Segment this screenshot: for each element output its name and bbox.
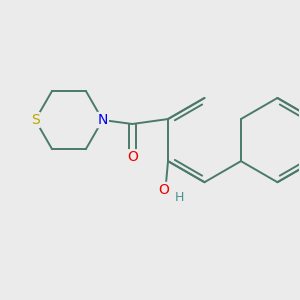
Text: H: H	[175, 191, 184, 204]
Text: N: N	[98, 113, 108, 127]
Text: O: O	[159, 183, 170, 197]
Text: N: N	[98, 113, 108, 127]
Text: O: O	[127, 150, 138, 164]
Text: S: S	[31, 113, 40, 127]
